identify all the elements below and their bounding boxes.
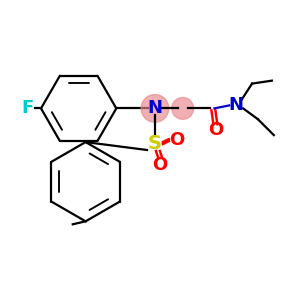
- Circle shape: [141, 94, 169, 122]
- Text: S: S: [148, 134, 162, 153]
- Text: O: O: [208, 121, 223, 139]
- Text: N: N: [229, 96, 244, 114]
- Text: O: O: [152, 156, 167, 174]
- Text: O: O: [169, 131, 184, 149]
- Text: N: N: [148, 99, 163, 117]
- Circle shape: [172, 98, 194, 119]
- Text: F: F: [21, 99, 33, 117]
